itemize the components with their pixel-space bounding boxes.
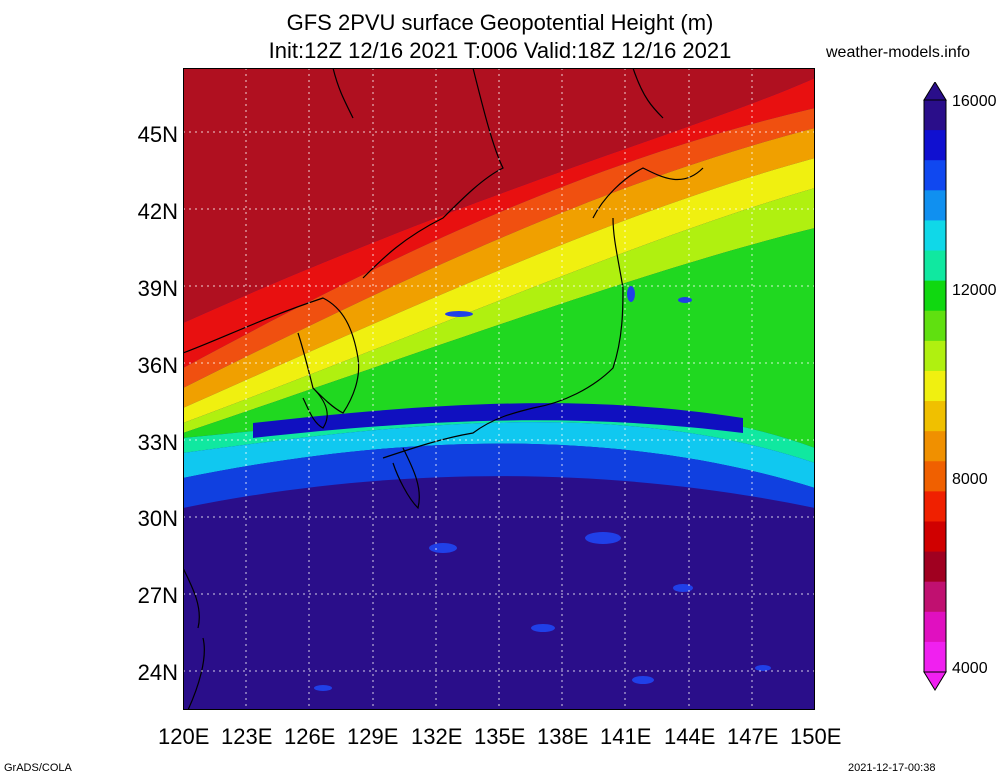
lon-label: 144E [664,724,716,749]
band-orange [183,108,815,388]
lon-label: 135E [474,724,526,749]
band-lime [183,188,815,433]
lon-label: 147E [727,724,779,749]
band-amber [183,128,815,408]
lat-label: 30N [137,506,178,531]
band-red [183,78,815,368]
lon-label: 141E [600,724,652,749]
colorbar-step [924,431,946,462]
lon-label: 120E [158,724,210,749]
colorbar-label: 16000 [952,93,997,110]
lon-label: 132E [411,724,463,749]
footer-credit: GrADS/COLA [4,762,72,774]
colorbar [923,82,947,691]
map-subtitle: Init:12Z 12/16 2021 T:006 Valid:18Z 12/1… [268,38,732,63]
band-deepblue [253,403,743,438]
colorbar-step [924,340,946,372]
lon-label: 138E [537,724,589,749]
colorbar-frame [923,99,947,673]
colorbar-step [924,611,946,643]
colorbar-label: 8000 [952,471,988,488]
footer-timestamp: 2021-12-17-00:38 [848,762,936,774]
lon-label: 123E [221,724,273,749]
colorbar-bottom-arrow [923,671,947,691]
colorbar-step [924,280,946,312]
colorbar-step [924,130,946,161]
colorbar-step [924,100,946,131]
colorbar-label: 12000 [952,282,997,299]
lat-label: 24N [137,660,178,685]
colorbar-steps [924,100,946,673]
field-speckles [314,286,771,691]
colorbar-step [924,491,946,522]
map-frame [183,68,815,710]
lon-label: 126E [284,724,336,749]
lon-label: 150E [790,724,842,749]
colorbar-top-arrow [923,82,947,101]
band-blue [183,443,815,508]
lat-label: 33N [137,430,178,455]
colorbar-step [924,401,946,432]
band-cyan [183,422,815,488]
colorbar-step [924,370,946,402]
map-title: GFS 2PVU surface Geopotential Height (m) [286,10,714,35]
colorbar-step [924,190,946,221]
colorbar-step [924,551,946,583]
colorbar-label: 4000 [952,660,988,677]
colorbar-step [924,521,946,553]
colorbar-step [924,310,946,342]
geopotential-map [183,68,815,710]
colorbar-step [924,581,946,613]
colorbar-step [924,250,946,282]
lon-label: 129E [347,724,399,749]
lat-label: 27N [137,583,178,608]
coastlines [183,68,704,710]
graticule [183,68,815,710]
lat-label: 42N [137,199,178,224]
lat-label: 36N [137,353,178,378]
colorbar-step [924,641,946,673]
site-label: weather-models.info [826,44,971,61]
lat-label: 39N [137,276,178,301]
colorbar-step [924,220,946,252]
lat-label: 45N [137,122,178,147]
colorbar-step [924,461,946,492]
colorbar-step [924,160,946,191]
